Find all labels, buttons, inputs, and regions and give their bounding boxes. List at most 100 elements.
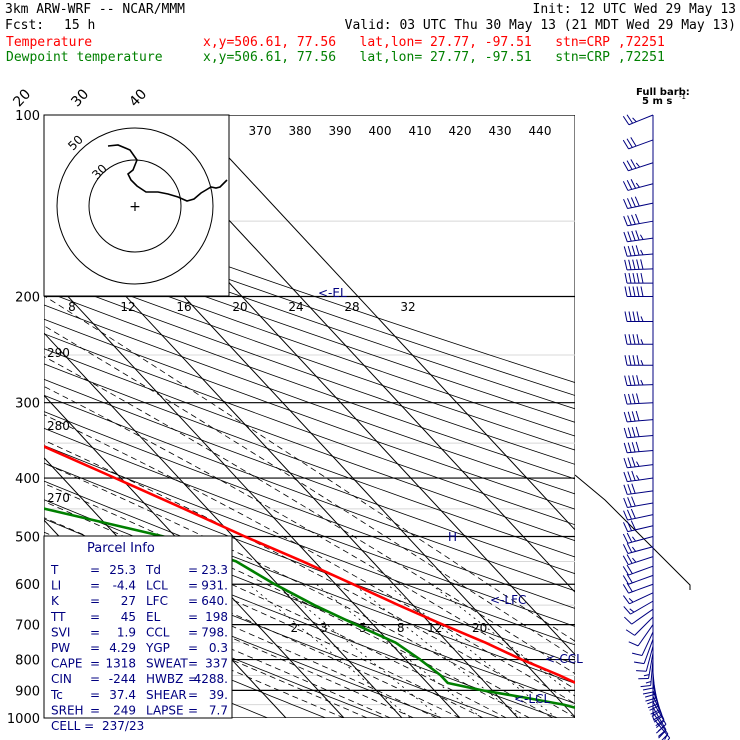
wind-barb bbox=[623, 441, 654, 454]
wind-barb bbox=[624, 355, 653, 366]
parcel-param-equals: = bbox=[90, 594, 100, 608]
barb-staff bbox=[628, 565, 654, 576]
barb-flag bbox=[640, 286, 644, 297]
parcel-param-name: CIN bbox=[51, 672, 72, 686]
barb-staff bbox=[630, 600, 654, 615]
barb-flag bbox=[640, 360, 644, 366]
barb-flag bbox=[656, 720, 665, 728]
wind-barb bbox=[623, 410, 654, 423]
barb-flag bbox=[622, 584, 629, 594]
barb-flag bbox=[631, 536, 637, 542]
parcel-param-equals: = bbox=[90, 672, 100, 686]
parcel-info-title: Parcel Info bbox=[87, 541, 155, 556]
barb-staff bbox=[627, 514, 654, 521]
barb-flag bbox=[643, 674, 650, 677]
isotherm bbox=[188, 115, 575, 531]
parcel-info-row: SVI = 1.9 CCL = 798. bbox=[51, 625, 228, 639]
wind-barb bbox=[622, 564, 654, 576]
wind-barb bbox=[652, 695, 665, 727]
barb-staff bbox=[626, 268, 654, 271]
barb-flag bbox=[623, 497, 628, 508]
parcel-param-value: 39. bbox=[209, 688, 228, 702]
mixing-ratio-label: 2 bbox=[291, 621, 299, 635]
barb-flag bbox=[667, 737, 671, 740]
barb-flag bbox=[625, 629, 635, 636]
barb-staff bbox=[628, 583, 654, 594]
moist-adiabat bbox=[44, 501, 507, 718]
barb-legend-title: Full barb: bbox=[636, 87, 690, 98]
wind-barbs: Full barb:5 m s -1 bbox=[622, 87, 690, 740]
barb-staff bbox=[627, 477, 654, 483]
wind-barb bbox=[636, 646, 654, 672]
wind-barb bbox=[623, 470, 654, 483]
parcel-param-value: 1318 bbox=[105, 657, 136, 671]
barb-flag bbox=[645, 697, 656, 702]
barb-flag bbox=[631, 230, 636, 241]
barb-staff bbox=[626, 384, 654, 387]
parcel-param-name: HWBZ bbox=[146, 672, 183, 686]
barb-flag bbox=[624, 375, 628, 386]
barb-flag bbox=[628, 641, 639, 647]
dry-adiabat bbox=[44, 237, 575, 423]
barb-staff bbox=[627, 419, 654, 423]
wind-barb bbox=[624, 375, 654, 387]
barb-staff bbox=[627, 546, 654, 554]
barb-flag bbox=[652, 714, 663, 721]
parcel-param-name: CAPE bbox=[51, 657, 82, 671]
pressure-tick-label: 500 bbox=[15, 530, 40, 545]
barb-flag bbox=[636, 375, 640, 386]
parcel-param-equals: = bbox=[188, 594, 198, 608]
level-annotation: <-CCL bbox=[545, 652, 583, 666]
barb-flag bbox=[628, 393, 632, 404]
theta-e-label: 410 bbox=[409, 124, 432, 138]
barb-flag bbox=[632, 272, 636, 284]
barb-staff bbox=[634, 616, 654, 636]
level-annotations: <-EL <-LFC <-CCL <-LCL H bbox=[318, 286, 583, 706]
parcel-param-name: SHEAR bbox=[146, 688, 187, 702]
speed-scale-label: 32 bbox=[400, 300, 415, 314]
theta-e-label: 430 bbox=[489, 124, 512, 138]
barb-flag bbox=[636, 393, 640, 404]
wind-barb bbox=[623, 483, 654, 495]
moist-adiabat bbox=[44, 483, 530, 718]
parcel-param-value: 1.9 bbox=[117, 625, 136, 639]
hodograph-origin: + bbox=[129, 199, 141, 215]
wind-barb bbox=[623, 245, 654, 257]
parcel-param-value: 931. bbox=[201, 579, 228, 593]
barb-flag bbox=[631, 652, 643, 657]
barb-flag bbox=[632, 117, 637, 123]
barb-flag bbox=[644, 693, 656, 698]
barb-flag bbox=[627, 484, 632, 495]
barb-flag bbox=[655, 719, 665, 727]
dry-adiabat bbox=[44, 224, 575, 410]
barb-flag bbox=[640, 379, 644, 386]
dewpoint-location: x,y=506.61, 77.56 lat,lon= 27.77, -97.51… bbox=[203, 50, 665, 65]
parcel-param-equals: = bbox=[90, 579, 100, 593]
pressure-tick-label: 600 bbox=[15, 578, 40, 593]
parcel-param-value: -244 bbox=[109, 672, 136, 686]
parcel-param-name: YGP bbox=[145, 641, 170, 655]
pressure-tick-label: 1000 bbox=[7, 712, 40, 727]
theta-label: 290 bbox=[47, 346, 70, 360]
barb-flag bbox=[628, 286, 632, 297]
barb-flag bbox=[622, 533, 629, 544]
pressure-tick-label: 400 bbox=[15, 472, 40, 487]
parcel-info-row: SREH = 249 LAPSE = 7.7 bbox=[51, 703, 228, 717]
pressure-tick-label: 100 bbox=[15, 109, 40, 124]
barb-flag bbox=[626, 543, 633, 553]
moist-adiabat bbox=[44, 439, 575, 718]
temperature-legend: Temperature bbox=[6, 35, 93, 50]
barb-flag bbox=[640, 259, 644, 270]
barb-flag bbox=[631, 442, 636, 453]
cell-label: CELL = bbox=[51, 719, 94, 733]
mixing-ratio-label: 3 bbox=[320, 621, 328, 635]
parcel-param-name: TT bbox=[50, 610, 66, 624]
barb-flag bbox=[633, 661, 645, 665]
parcel-param-name: LAPSE bbox=[146, 703, 184, 717]
parcel-param-equals: = bbox=[90, 657, 100, 671]
barb-flag bbox=[631, 470, 636, 481]
speed-scale-label: 16 bbox=[176, 300, 191, 314]
parcel-param-value: 640. bbox=[201, 594, 228, 608]
parcel-info-row: TT = 45 EL = 198 bbox=[50, 610, 228, 624]
dry-adiabat bbox=[44, 304, 575, 495]
